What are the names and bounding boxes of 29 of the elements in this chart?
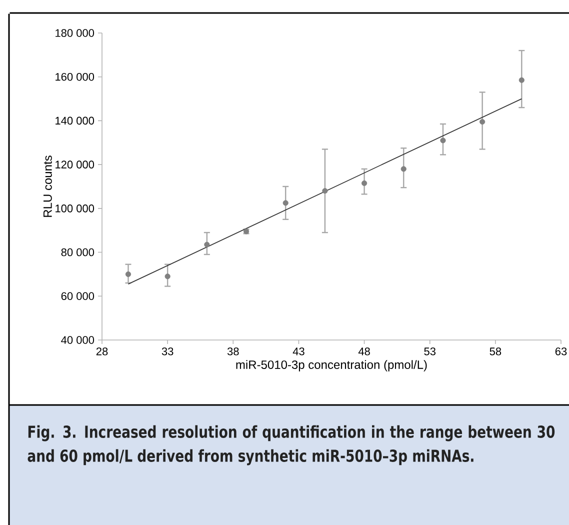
point bbox=[204, 242, 210, 248]
y-axis-title: RLU counts bbox=[44, 156, 52, 217]
point bbox=[518, 77, 524, 83]
y-tick-label: 140 000 bbox=[56, 116, 94, 125]
y-tick-label: 180 000 bbox=[56, 29, 94, 37]
y-tick-label: 60 000 bbox=[61, 292, 94, 300]
point bbox=[322, 188, 328, 194]
x-tick-label: 38 bbox=[227, 348, 239, 356]
point bbox=[282, 200, 288, 206]
y-tick-label: 80 000 bbox=[61, 248, 94, 256]
x-tick-label: 63 bbox=[555, 348, 567, 356]
x-tick-label: 33 bbox=[162, 348, 174, 356]
point bbox=[125, 271, 132, 278]
point bbox=[164, 274, 170, 280]
point bbox=[361, 180, 368, 186]
y-tick-label: 100 000 bbox=[56, 204, 94, 212]
text: Fig. 3. Increased resolution of quantification in the range between 30 and 60 pmol/L derived from synthetic miR-5010–3p miRNAs. bbox=[28, 425, 555, 466]
y-tick-label: 40 000 bbox=[61, 336, 94, 344]
y-tick-label: 160 000 bbox=[56, 72, 94, 81]
point bbox=[480, 119, 486, 125]
x-tick-label: 48 bbox=[358, 348, 370, 356]
point bbox=[400, 166, 406, 172]
x-tick-label: 53 bbox=[424, 348, 436, 356]
x-tick-label: 43 bbox=[292, 348, 304, 356]
x-tick-label: 28 bbox=[96, 348, 108, 356]
x-axis-title: miR-5010-3p concentration (pmol/L) bbox=[236, 360, 427, 372]
y-tick-label: 120 000 bbox=[56, 160, 94, 168]
x-tick-label: 58 bbox=[490, 348, 502, 356]
point bbox=[440, 138, 446, 144]
